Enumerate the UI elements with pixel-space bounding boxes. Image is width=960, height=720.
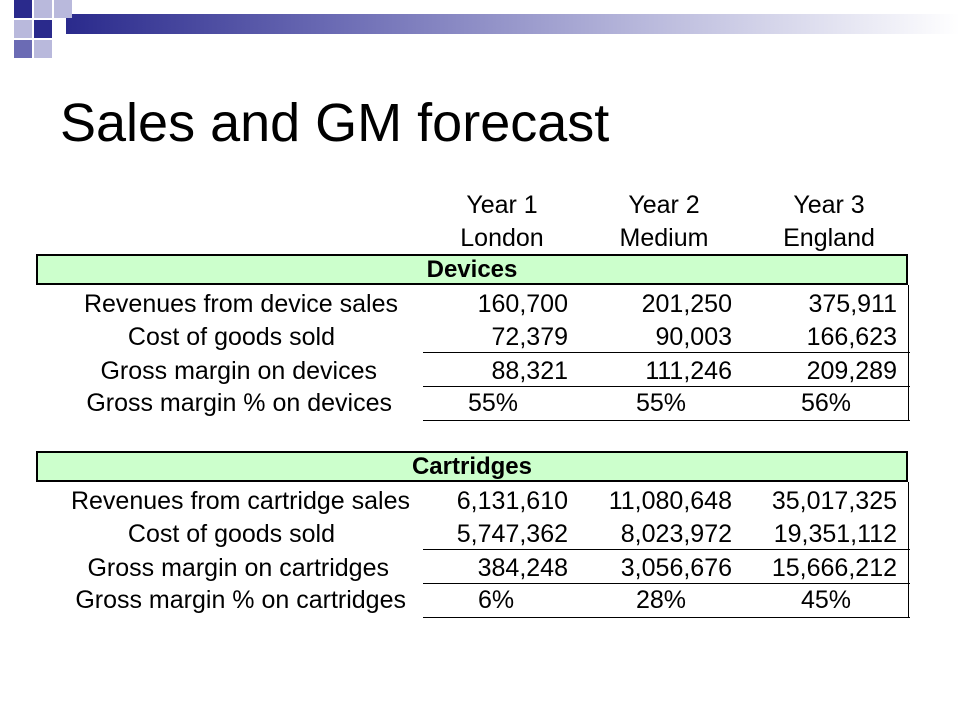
table-cell: 11,080,648 — [608, 487, 732, 515]
banner-square-icon — [54, 0, 72, 18]
table-cell: 375,911 — [808, 290, 897, 318]
row-separator — [423, 617, 910, 618]
table-cell: 88,321 — [491, 357, 568, 385]
banner-square-icon — [34, 40, 52, 58]
table-cell: 5,747,362 — [456, 520, 568, 548]
column-border — [908, 285, 909, 421]
table-cell: 166,623 — [806, 323, 897, 351]
table-cell: 56% — [801, 389, 852, 417]
table-cell: 72,379 — [491, 323, 568, 351]
slide-title: Sales and GM forecast — [60, 93, 610, 153]
row-label: Gross margin % on cartridges — [75, 586, 406, 614]
row-label: Revenues from cartridge sales — [70, 487, 410, 515]
section-title: Cartridges — [411, 453, 533, 480]
column-header-year: Year 3 — [793, 191, 865, 219]
table-cell: 111,246 — [645, 357, 732, 385]
row-label: Gross margin % on devices — [86, 389, 392, 417]
column-border — [908, 482, 909, 618]
banner-square-icon — [34, 0, 52, 18]
table-cell: 19,351,112 — [773, 520, 897, 548]
table-cell: 35,017,325 — [771, 487, 897, 515]
table-cell: 45% — [801, 586, 852, 614]
row-label: Revenues from device sales — [83, 290, 398, 318]
table-cell: 8,023,972 — [620, 520, 732, 548]
table-cell: 209,289 — [806, 357, 897, 385]
banner-square-icon — [14, 40, 32, 58]
table-cell: 6,131,610 — [456, 487, 568, 515]
column-header-scenario: England — [783, 224, 875, 252]
column-header-year: Year 1 — [466, 191, 538, 219]
column-header-year: Year 2 — [628, 191, 700, 219]
column-header-scenario: Medium — [619, 224, 709, 252]
table-cell: 55% — [468, 389, 519, 417]
table-cell: 160,700 — [477, 290, 568, 318]
banner-gradient-bar — [66, 14, 960, 34]
row-separator — [423, 583, 910, 584]
banner-square-icon — [14, 20, 32, 38]
row-separator — [423, 420, 910, 421]
table-cell: 201,250 — [641, 290, 732, 318]
table-cell: 15,666,212 — [771, 554, 897, 582]
section-title: Devices — [426, 256, 518, 283]
table-cell: 28% — [636, 586, 687, 614]
row-label: Gross margin on cartridges — [87, 554, 389, 582]
row-label: Cost of goods sold — [127, 520, 335, 548]
banner-square-icon — [34, 20, 52, 38]
row-separator — [423, 352, 910, 353]
table-cell: 6% — [478, 586, 515, 614]
slide-banner — [0, 0, 960, 60]
table-cell: 384,248 — [477, 554, 568, 582]
table-cell: 55% — [636, 389, 687, 417]
column-header-scenario: London — [460, 224, 544, 252]
table-cell: 3,056,676 — [620, 554, 732, 582]
section-header-cartridges: Cartridges — [36, 451, 908, 482]
section-header-devices: Devices — [36, 254, 908, 285]
row-label: Cost of goods sold — [127, 323, 335, 351]
row-label: Gross margin on devices — [100, 357, 377, 385]
row-separator — [423, 549, 910, 550]
banner-square-icon — [14, 0, 32, 18]
row-separator — [423, 386, 910, 387]
table-cell: 90,003 — [655, 323, 732, 351]
